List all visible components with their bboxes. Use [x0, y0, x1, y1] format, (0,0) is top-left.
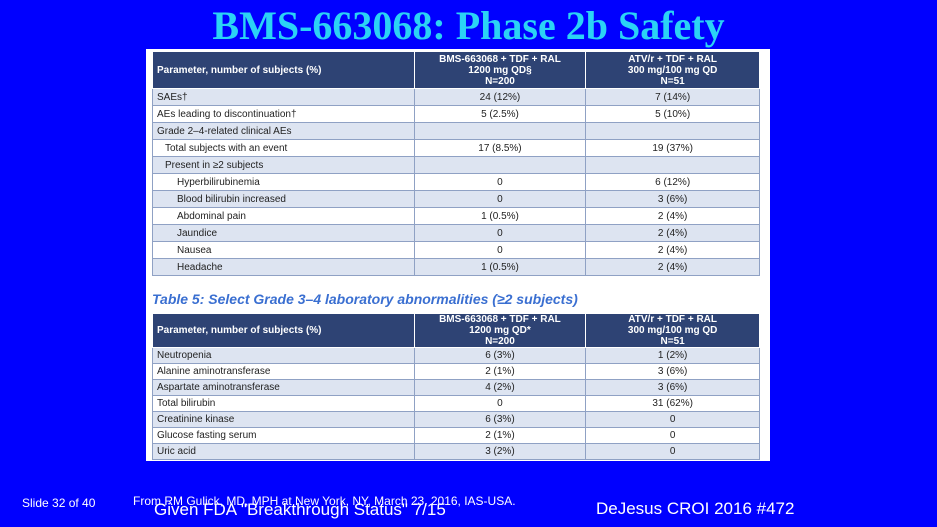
row-label: Abdominal pain [152, 207, 415, 225]
row-label: Jaundice [152, 224, 415, 242]
row-label: Headache [152, 258, 415, 276]
header-bms-arm: BMS-663068 + TDF + RAL 1200 mg QD§ N=200 [413, 51, 587, 89]
table-row: Glucose fasting serum 2 (1%) 0 [152, 427, 760, 444]
atv-arm-value: 2 (4%) [585, 241, 760, 259]
table-row: Nausea 0 2 (4%) [152, 241, 760, 259]
bms-arm-value: 0 [413, 173, 587, 191]
atv-arm-value: 2 (4%) [585, 224, 760, 242]
bms-arm-value: 0 [413, 190, 587, 208]
safety-table-header: Parameter, number of subjects (%) BMS-66… [152, 51, 760, 89]
bms-arm-value: 24 (12%) [413, 88, 587, 106]
table-row: Grade 2–4-related clinical AEs [152, 122, 760, 140]
atv-arm-value: 0 [585, 427, 760, 444]
row-label: Present in ≥2 subjects [152, 156, 415, 174]
atv-arm-value: 7 (14%) [585, 88, 760, 106]
bms-arm-value: 0 [413, 395, 587, 412]
bms-arm-value: 1 (0.5%) [413, 207, 587, 225]
table-caption: Table 5: Select Grade 3–4 laboratory abn… [152, 291, 578, 307]
table-row: Hyperbilirubinemia 0 6 (12%) [152, 173, 760, 191]
atv-arm-value: 0 [585, 443, 760, 460]
atv-arm-value: 31 (62%) [585, 395, 760, 412]
row-label: AEs leading to discontinuation† [152, 105, 415, 123]
table-row: Headache 1 (0.5%) 2 (4%) [152, 258, 760, 276]
header-parameter: Parameter, number of subjects (%) [152, 51, 415, 89]
table-row: Aspartate aminotransferase 4 (2%) 3 (6%) [152, 379, 760, 396]
header-atv-arm: ATV/r + TDF + RAL 300 mg/100 mg QD N=51 [585, 313, 760, 348]
breakthrough-note: Given FDA "Breakthrough Status" 7/15 [154, 500, 446, 519]
row-label: Hyperbilirubinemia [152, 173, 415, 191]
bms-arm-value: 6 (3%) [413, 411, 587, 428]
row-label: Uric acid [152, 443, 415, 460]
header-parameter: Parameter, number of subjects (%) [152, 313, 415, 348]
bms-arm-value: 5 (2.5%) [413, 105, 587, 123]
table-row: Jaundice 0 2 (4%) [152, 224, 760, 242]
citation: DeJesus CROI 2016 #472 [596, 499, 795, 518]
atv-arm-value: 3 (6%) [585, 363, 760, 380]
atv-arm-value: 2 (4%) [585, 207, 760, 225]
row-label: SAEs† [152, 88, 415, 106]
bms-arm-value: 6 (3%) [413, 347, 587, 364]
table-row: Alanine aminotransferase 2 (1%) 3 (6%) [152, 363, 760, 380]
table-row: Total bilirubin 0 31 (62%) [152, 395, 760, 412]
tables-panel: Parameter, number of subjects (%) BMS-66… [146, 49, 770, 461]
row-label: Nausea [152, 241, 415, 259]
lab-table-header: Parameter, number of subjects (%) BMS-66… [152, 313, 760, 348]
atv-arm-value [585, 156, 760, 174]
table-row: Abdominal pain 1 (0.5%) 2 (4%) [152, 207, 760, 225]
atv-arm-value: 0 [585, 411, 760, 428]
header-bms-arm: BMS-663068 + TDF + RAL 1200 mg QD* N=200 [413, 313, 587, 348]
bms-arm-value [413, 156, 587, 174]
bms-arm-value: 3 (2%) [413, 443, 587, 460]
atv-arm-value: 1 (2%) [585, 347, 760, 364]
safety-table: Parameter, number of subjects (%) BMS-66… [152, 51, 760, 276]
bms-arm-value: 2 (1%) [413, 363, 587, 380]
atv-arm-value: 2 (4%) [585, 258, 760, 276]
bms-arm-value: 17 (8.5%) [413, 139, 587, 157]
atv-arm-value: 5 (10%) [585, 105, 760, 123]
slide-number: Slide 32 of 40 [22, 496, 96, 510]
table-row: Uric acid 3 (2%) 0 [152, 443, 760, 460]
bms-arm-value: 2 (1%) [413, 427, 587, 444]
table-row: Total subjects with an event 17 (8.5%) 19 … [152, 139, 760, 157]
bms-arm-value [413, 122, 587, 140]
bms-arm-value: 1 (0.5%) [413, 258, 587, 276]
row-label: Creatinine kinase [152, 411, 415, 428]
row-label: Blood bilirubin increased [152, 190, 415, 208]
table-row: Creatinine kinase 6 (3%) 0 [152, 411, 760, 428]
row-label: Alanine aminotransferase [152, 363, 415, 380]
atv-arm-value: 3 (6%) [585, 190, 760, 208]
row-label: Aspartate aminotransferase [152, 379, 415, 396]
slide-title: BMS-663068: Phase 2b Safety [212, 3, 725, 48]
source-credit: From RM Gulick, MD, MPH at New York, NY,… [133, 494, 516, 508]
table-row: Present in ≥2 subjects [152, 156, 760, 174]
row-label: Neutropenia [152, 347, 415, 364]
row-label: Total subjects with an event [152, 139, 415, 157]
table-row: SAEs† 24 (12%) 7 (14%) [152, 88, 760, 106]
table-row: AEs leading to discontinuation† 5 (2.5%) 5… [152, 105, 760, 123]
atv-arm-value: 19 (37%) [585, 139, 760, 157]
header-atv-arm: ATV/r + TDF + RAL 300 mg/100 mg QD N=51 [585, 51, 760, 89]
bms-arm-value: 0 [413, 224, 587, 242]
bms-arm-value: 4 (2%) [413, 379, 587, 396]
table-row: Blood bilirubin increased 0 3 (6%) [152, 190, 760, 208]
atv-arm-value [585, 122, 760, 140]
table-row: Neutropenia 6 (3%) 1 (2%) [152, 347, 760, 364]
atv-arm-value: 6 (12%) [585, 173, 760, 191]
row-label: Glucose fasting serum [152, 427, 415, 444]
row-label: Grade 2–4-related clinical AEs [152, 122, 415, 140]
lab-abnormalities-table: Parameter, number of subjects (%) BMS-66… [152, 313, 760, 460]
atv-arm-value: 3 (6%) [585, 379, 760, 396]
bms-arm-value: 0 [413, 241, 587, 259]
row-label: Total bilirubin [152, 395, 415, 412]
